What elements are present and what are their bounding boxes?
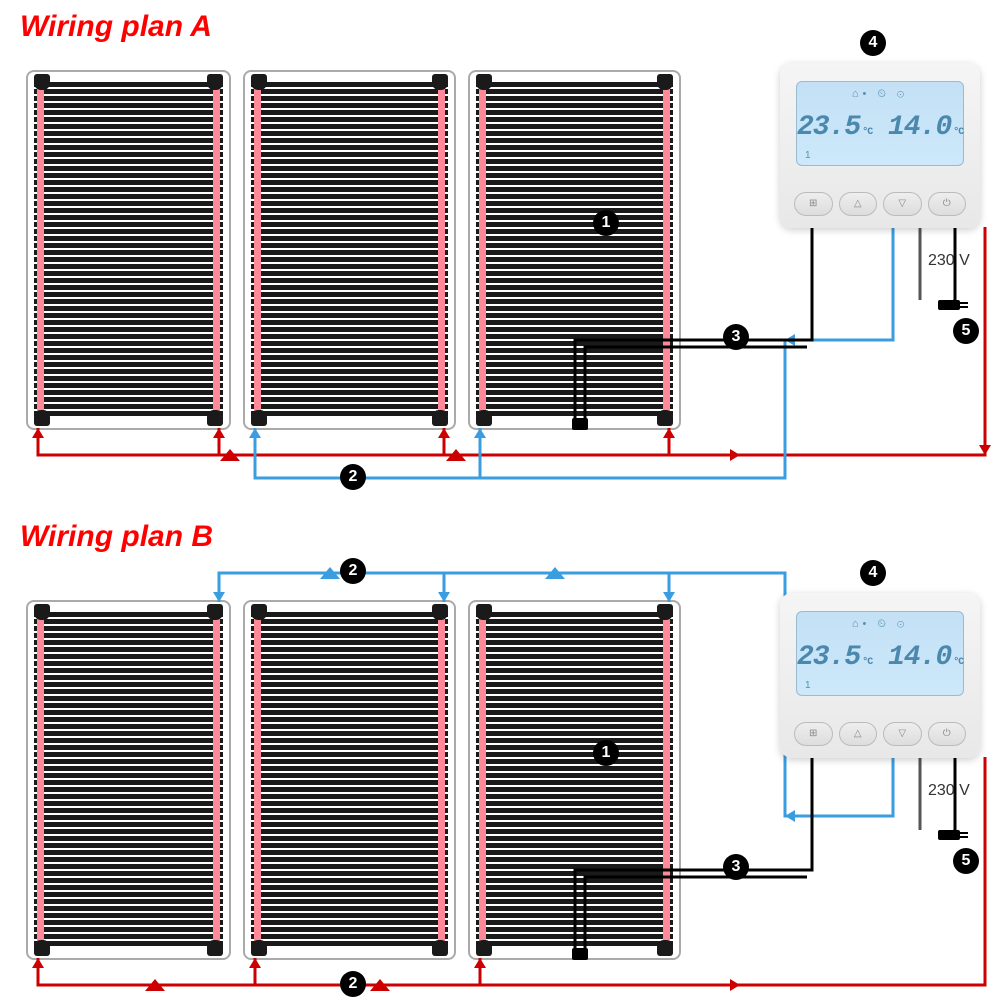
voltage-label-b: 230 V [928,782,970,800]
panel-3b [468,600,681,960]
plan-a-title: Wiring plan A [20,10,212,44]
panel-3 [468,70,681,430]
menu-button[interactable]: ⊞ [794,722,833,746]
marker-3b: 3 [723,854,749,880]
panel-2b [243,600,456,960]
thermostat-a: ⌂• ⏲ ⊙ 23.5°C 14.0°C 1 ⊞ △ ▽ ⏻ [780,63,980,228]
up-button[interactable]: △ [839,722,878,746]
marker-2b-bot: 2 [340,971,366,997]
marker-1b: 1 [593,740,619,766]
plug-icon [938,300,960,310]
power-button[interactable]: ⏻ [928,722,967,746]
panel-1 [26,70,231,430]
thermostat-b: ⌂• ⏲ ⊙ 23.5°C 14.0°C 1 ⊞ △ ▽ ⏻ [780,593,980,758]
voltage-label-a: 230 V [928,252,970,270]
panel-2 [243,70,456,430]
down-button[interactable]: ▽ [883,722,922,746]
down-button[interactable]: ▽ [883,192,922,216]
marker-4b: 4 [860,560,886,586]
marker-4: 4 [860,30,886,56]
menu-button[interactable]: ⊞ [794,192,833,216]
plug-icon [938,830,960,840]
thermo-display: 23.5°C 14.0°C [797,112,963,143]
up-button[interactable]: △ [839,192,878,216]
marker-2b-top: 2 [340,558,366,584]
marker-3: 3 [723,324,749,350]
power-button[interactable]: ⏻ [928,192,967,216]
panel-1b [26,600,231,960]
thermo-icons: ⌂• ⏲ ⊙ [797,88,963,101]
thermo-buttons: ⊞ △ ▽ ⏻ [794,192,966,216]
marker-1: 1 [593,210,619,236]
wiring-plan-b: Wiring plan B [0,520,1000,1000]
marker-5: 5 [953,318,979,344]
wiring-plan-a: Wiring plan A [0,0,1000,520]
plan-b-title: Wiring plan B [20,520,213,554]
marker-2: 2 [340,464,366,490]
marker-5b: 5 [953,848,979,874]
